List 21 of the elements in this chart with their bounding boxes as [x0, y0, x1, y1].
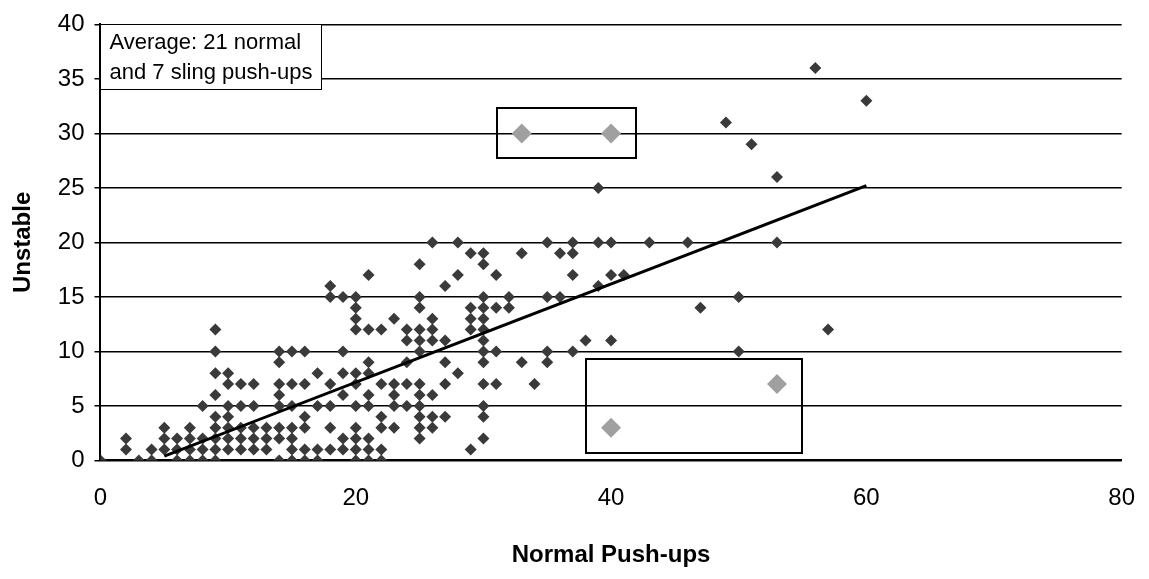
x-tick-label: 0: [93, 483, 108, 511]
y-tick-label: 20: [57, 227, 85, 255]
point: [601, 123, 622, 144]
point: [601, 417, 622, 438]
y-tick-label: 25: [57, 172, 85, 200]
y-tick-label: 0: [71, 445, 85, 473]
x-tick-label: 80: [1108, 483, 1135, 511]
point: [767, 374, 788, 395]
x-tick-label: 60: [853, 483, 880, 511]
x-tick-label: 20: [342, 483, 370, 511]
y-axis-title: Unstable: [8, 191, 36, 294]
y-tick-label: 5: [71, 390, 85, 418]
y-tick-label: 40: [57, 9, 85, 37]
x-axis-title: Normal Push-ups: [511, 540, 711, 568]
y-tick-label: 10: [57, 336, 85, 364]
x-tick-label: 40: [597, 483, 625, 511]
annotation: Average: 21 normal and 7 sling push-ups: [100, 24, 322, 91]
y-tick-label: 35: [57, 63, 85, 91]
point: [511, 123, 532, 144]
y-tick-label: 15: [57, 281, 85, 309]
y-tick-label: 30: [57, 118, 85, 146]
